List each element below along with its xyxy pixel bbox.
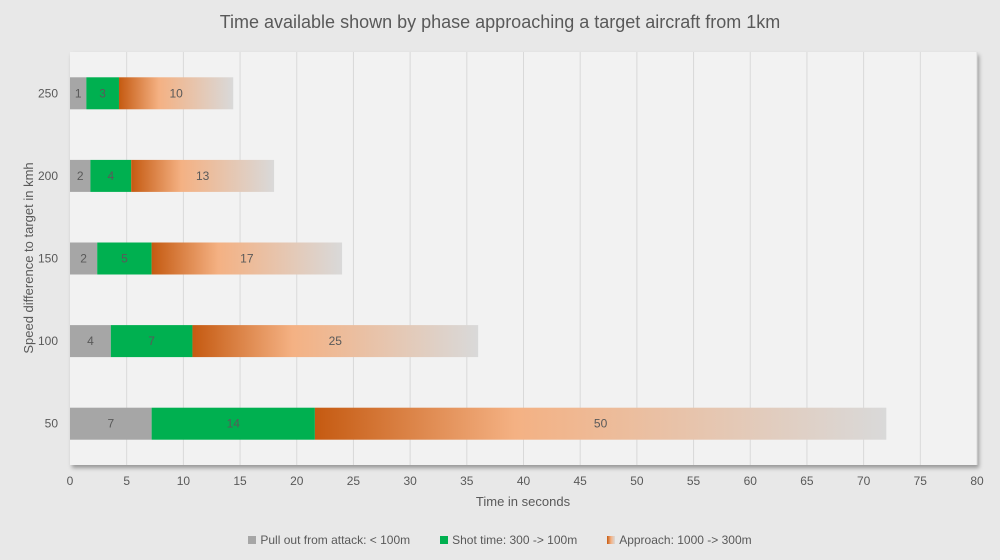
chart-title: Time available shown by phase approachin… [219, 12, 781, 32]
y-tick-label: 150 [38, 252, 58, 266]
x-tick-label: 60 [744, 474, 758, 488]
bar-segment [192, 325, 479, 358]
legend: Pull out from attack: < 100m Shot time: 3… [0, 533, 1000, 547]
x-tick-label: 70 [857, 474, 871, 488]
x-tick-label: 15 [233, 474, 247, 488]
data-label: 7 [107, 417, 114, 431]
legend-label: Pull out from attack: < 100m [260, 533, 411, 547]
y-tick-label: 100 [38, 334, 58, 348]
data-label: 14 [227, 417, 241, 431]
y-axis-label: Speed difference to target in kmh [21, 162, 36, 353]
x-tick-label: 5 [123, 474, 130, 488]
bar-segment [86, 77, 119, 110]
data-label: 5 [121, 252, 128, 266]
data-label: 17 [240, 252, 254, 266]
x-axis-label: Time in seconds [476, 494, 571, 509]
bar-segment [110, 325, 193, 358]
x-tick-label: 50 [630, 474, 644, 488]
x-tick-label: 75 [914, 474, 928, 488]
data-label: 4 [87, 334, 94, 348]
bar-segment [151, 242, 343, 275]
data-label: 1 [75, 86, 82, 100]
legend-swatch [248, 536, 257, 544]
bar-segment [118, 77, 234, 110]
legend-label: Approach: 1000 -> 300m [619, 533, 752, 547]
x-tick-label: 10 [177, 474, 191, 488]
x-tick-label: 45 [574, 474, 588, 488]
bar-segment [70, 325, 111, 358]
legend-swatch [607, 536, 616, 544]
data-label: 25 [329, 334, 343, 348]
x-tick-label: 65 [800, 474, 814, 488]
y-tick-label: 50 [45, 417, 59, 431]
bar-segment [70, 77, 87, 110]
bar-segment [131, 159, 275, 192]
bar-segment [70, 159, 91, 192]
bar-segment [70, 242, 98, 275]
legend-swatch [440, 536, 449, 544]
x-tick-label: 40 [517, 474, 531, 488]
x-tick-label: 20 [290, 474, 304, 488]
legend-item: Pull out from attack: < 100m [248, 533, 410, 547]
bar-segment [97, 242, 152, 275]
y-tick-label: 250 [38, 86, 58, 100]
x-tick-label: 30 [403, 474, 417, 488]
x-tick-label: 55 [687, 474, 701, 488]
data-label: 7 [148, 334, 155, 348]
x-tick-label: 35 [460, 474, 474, 488]
data-label: 50 [594, 417, 608, 431]
y-tick-label: 200 [38, 169, 58, 183]
data-label: 3 [99, 86, 106, 100]
legend-item: Approach: 1000 -> 300m [607, 533, 752, 547]
legend-item: Shot time: 300 -> 100m [440, 533, 577, 547]
bar-segment [314, 407, 887, 440]
data-label: 2 [77, 169, 84, 183]
x-tick-label: 0 [67, 474, 74, 488]
x-tick-label: 80 [970, 474, 984, 488]
data-label: 2 [80, 252, 87, 266]
data-label: 10 [169, 86, 183, 100]
data-label: 4 [107, 169, 114, 183]
x-tick-label: 25 [347, 474, 361, 488]
data-label: 13 [196, 169, 210, 183]
bar-segment [151, 407, 315, 440]
legend-label: Shot time: 300 -> 100m [452, 533, 578, 547]
bar-segment [90, 159, 132, 192]
bar-segment [70, 407, 152, 440]
